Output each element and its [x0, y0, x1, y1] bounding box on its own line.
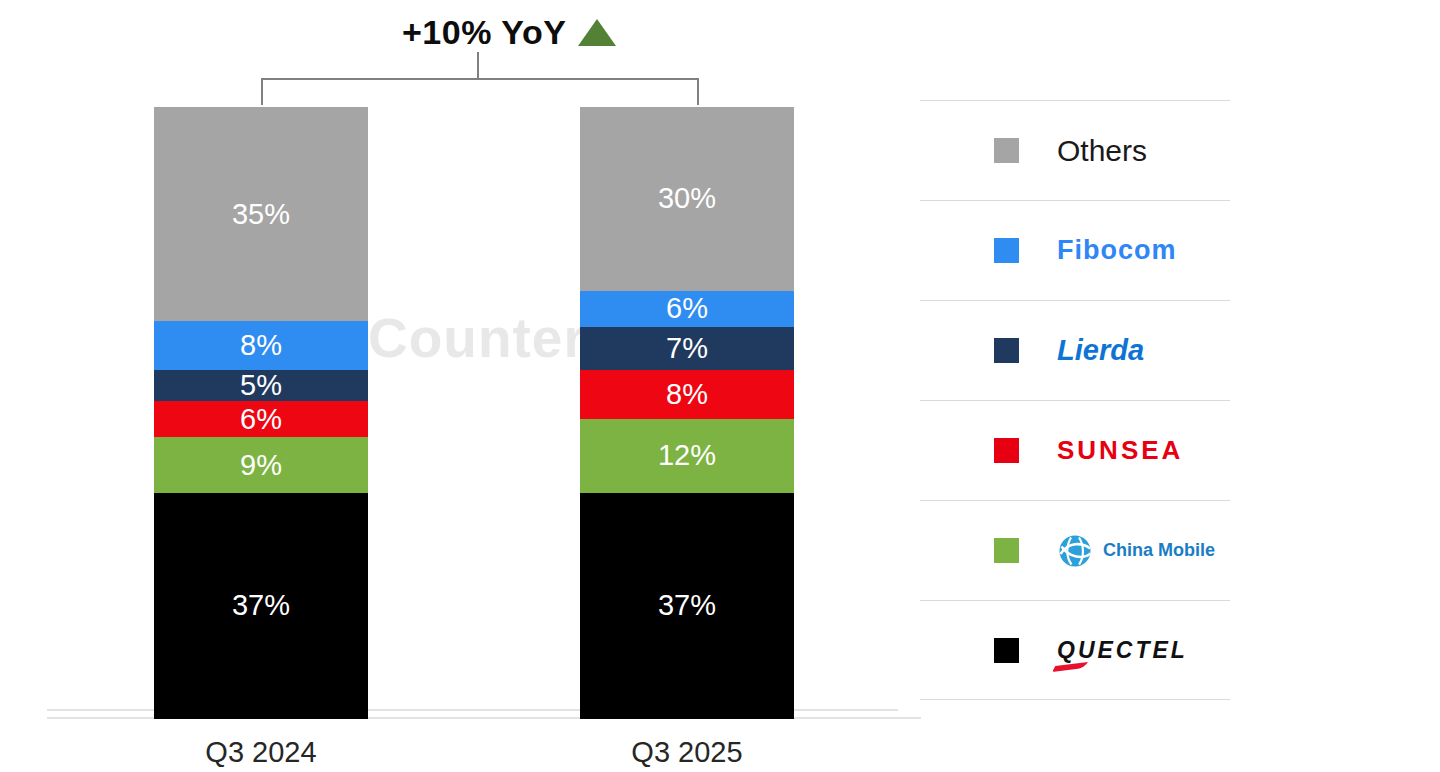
segment-value-label: 8%	[666, 380, 708, 409]
legend-swatch-lierda	[994, 338, 1019, 363]
legend-item-others: Others	[920, 100, 1230, 200]
segment-others-q3-2024: 35%	[154, 107, 368, 321]
lierda-logo: Lierda	[1057, 334, 1144, 367]
segment-value-label: 9%	[240, 451, 282, 480]
yoy-annotation-label: +10% YoY	[402, 13, 566, 52]
fibocom-logo: Fibocom	[1057, 235, 1177, 266]
china-mobile-logo-text: China Mobile	[1103, 540, 1215, 561]
category-label-q3-2024: Q3 2024	[154, 736, 368, 769]
segment-lierda-q3-2025: 7%	[580, 327, 794, 370]
segment-value-label: 35%	[232, 200, 290, 229]
sunsea-logo: SUNSEA	[1057, 435, 1183, 466]
segment-value-label: 37%	[232, 591, 290, 620]
segment-fibocom-q3-2025: 6%	[580, 291, 794, 328]
legend-swatch-fibocom	[994, 238, 1019, 263]
segment-value-label: 12%	[658, 441, 716, 470]
growth-up-triangle-icon	[578, 19, 616, 46]
legend: Others Fibocom Lierda SUNSEA	[920, 100, 1230, 700]
quectel-logo-text: QUECTEL	[1057, 637, 1188, 663]
segment-value-label: 8%	[240, 331, 282, 360]
china-mobile-logo-icon	[1057, 533, 1093, 569]
segment-lierda-q3-2024: 5%	[154, 370, 368, 401]
segment-china-mobile-q3-2024: 9%	[154, 437, 368, 492]
legend-swatch-china-mobile	[994, 538, 1019, 563]
segment-value-label: 5%	[240, 371, 282, 400]
segment-value-label: 37%	[658, 591, 716, 620]
legend-swatch-sunsea	[994, 438, 1019, 463]
legend-swatch-others	[994, 138, 1019, 163]
legend-item-fibocom: Fibocom	[920, 200, 1230, 300]
legend-item-quectel: QUECTEL	[920, 600, 1230, 700]
legend-item-sunsea: SUNSEA	[920, 400, 1230, 500]
segment-china-mobile-q3-2025: 12%	[580, 419, 794, 492]
category-label-q3-2025: Q3 2025	[580, 736, 794, 769]
market-share-chart-canvas: +10% YoY Counterp 37%9%6%5%8%35%37%12%8%…	[0, 0, 1440, 772]
segment-others-q3-2025: 30%	[580, 107, 794, 291]
segment-value-label: 30%	[658, 184, 716, 213]
legend-swatch-quectel	[994, 638, 1019, 663]
yoy-annotation: +10% YoY	[402, 13, 616, 52]
segment-quectel-q3-2024: 37%	[154, 493, 368, 719]
segment-value-label: 7%	[666, 334, 708, 363]
legend-label-others: Others	[1057, 134, 1147, 168]
legend-item-china-mobile: China Mobile	[920, 500, 1230, 600]
segment-sunsea-q3-2024: 6%	[154, 401, 368, 438]
segment-value-label: 6%	[240, 405, 282, 434]
segment-fibocom-q3-2024: 8%	[154, 321, 368, 370]
segment-value-label: 6%	[666, 294, 708, 323]
legend-item-lierda: Lierda	[920, 300, 1230, 400]
segment-quectel-q3-2025: 37%	[580, 493, 794, 719]
segment-sunsea-q3-2025: 8%	[580, 370, 794, 419]
